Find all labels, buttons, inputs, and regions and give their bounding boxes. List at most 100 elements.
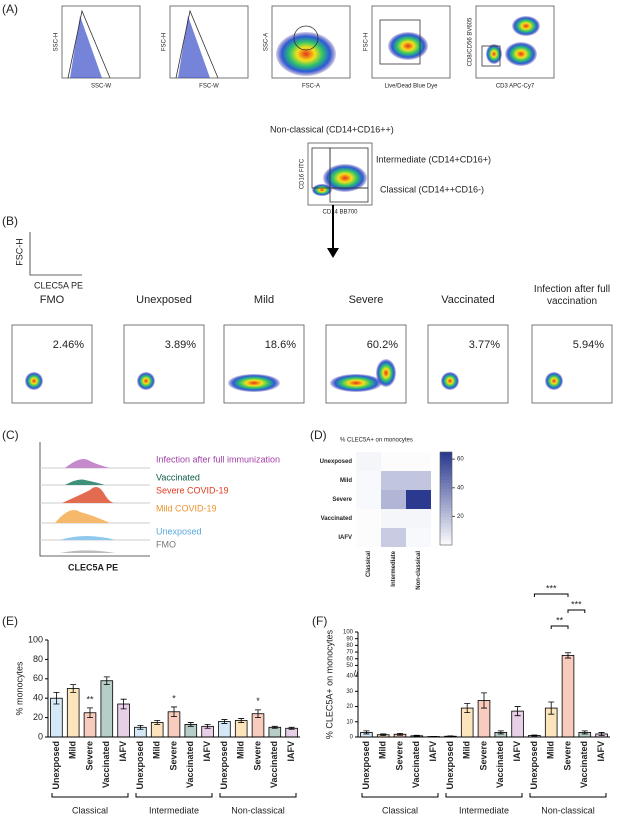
colorbar-step bbox=[440, 514, 452, 518]
colorbar-step bbox=[440, 479, 452, 484]
error-bar bbox=[271, 725, 278, 729]
bar bbox=[234, 720, 248, 738]
y-tick-label: 60 bbox=[33, 673, 43, 683]
group-name: Mild bbox=[254, 294, 274, 306]
legend-entry: Severe COVID-19 bbox=[156, 485, 229, 495]
error-bar bbox=[363, 730, 370, 735]
y-axis-label: % monocytes bbox=[14, 661, 24, 716]
group-name: Unexposed bbox=[136, 294, 192, 306]
x-tick-label: Mild bbox=[152, 741, 162, 759]
y-tick-label: 90 bbox=[346, 636, 353, 642]
error-bar bbox=[53, 691, 60, 705]
axis-label: SSC-W bbox=[91, 84, 111, 90]
percent: 3.89% bbox=[165, 339, 196, 351]
error-bar bbox=[70, 684, 77, 693]
colorbar-step bbox=[440, 495, 452, 499]
group-bracket bbox=[529, 793, 607, 798]
heat-cell bbox=[356, 490, 381, 509]
error-bar bbox=[581, 730, 588, 735]
bar bbox=[561, 654, 575, 738]
group-bracket bbox=[445, 793, 523, 798]
group-name: Severe bbox=[349, 294, 384, 306]
error-bar bbox=[238, 718, 245, 723]
row-label: Unexposed bbox=[320, 459, 353, 465]
error-bar bbox=[120, 698, 127, 710]
error-bar bbox=[397, 732, 403, 736]
axis-label: SSC-H bbox=[54, 33, 60, 52]
y-tick-label: 10 bbox=[346, 719, 353, 725]
x-tick-label: Mild bbox=[236, 741, 246, 759]
error-bar bbox=[497, 730, 504, 735]
gate bbox=[329, 187, 369, 203]
bar bbox=[268, 726, 282, 738]
group-name: Infection after full vaccination bbox=[533, 284, 611, 307]
x-tick-label: Vaccinated bbox=[579, 741, 589, 788]
x-tick-label: IAFV bbox=[286, 741, 296, 762]
row-label: Vaccinated bbox=[321, 516, 353, 522]
comparison-bracket bbox=[533, 593, 569, 597]
density bbox=[312, 184, 332, 196]
colorbar-label: 40 bbox=[457, 485, 464, 491]
x-tick-label: Unexposed bbox=[219, 741, 229, 790]
y-tick-label: 40 bbox=[33, 693, 43, 703]
x-tick-label: Mild bbox=[462, 741, 472, 759]
panel-label: (F) bbox=[312, 614, 327, 628]
y-tick-label: 50 bbox=[346, 663, 353, 669]
density bbox=[388, 32, 428, 60]
x-tick-label: Severe bbox=[168, 741, 178, 771]
legend-entry: Vaccinated bbox=[156, 472, 200, 482]
y-tick-label: 0 bbox=[38, 731, 43, 741]
error-bar bbox=[447, 735, 454, 737]
ridge bbox=[65, 479, 105, 485]
x-tick-label: Severe bbox=[562, 741, 572, 771]
x-tick-label: Vaccinated bbox=[411, 741, 421, 788]
colorbar-step bbox=[440, 489, 452, 493]
heat-cell bbox=[381, 471, 406, 490]
y-tick-label: 30 bbox=[346, 689, 353, 695]
group-label: Non-classical bbox=[541, 805, 595, 815]
heat-cell bbox=[356, 471, 381, 490]
error-bar bbox=[565, 652, 571, 659]
colorbar-step bbox=[440, 517, 452, 521]
error-bar bbox=[380, 733, 387, 736]
ridge bbox=[60, 550, 115, 553]
ridge bbox=[60, 536, 115, 540]
error-bar bbox=[288, 726, 295, 730]
colorbar-step bbox=[440, 541, 452, 546]
heat-cell bbox=[406, 509, 431, 528]
comparison-bracket bbox=[567, 609, 586, 613]
gate bbox=[175, 9, 219, 79]
colorbar-step bbox=[440, 507, 452, 512]
percent: 3.77% bbox=[469, 339, 500, 351]
density bbox=[137, 372, 155, 390]
y-axis-label: % CLEC5A+ on monocytes bbox=[324, 629, 334, 739]
group-label: Classical bbox=[382, 805, 418, 815]
row-label: Severe bbox=[332, 497, 352, 503]
y-tick-label: 20 bbox=[33, 712, 43, 722]
y-tick-label: 80 bbox=[346, 643, 353, 649]
axis-label: FSC-W bbox=[199, 84, 219, 90]
col-label: Intermediate bbox=[391, 550, 397, 586]
density bbox=[330, 374, 382, 392]
gate bbox=[67, 9, 111, 79]
axis-label: CD3 APC-Cy7 bbox=[496, 84, 535, 90]
colorbar-frame bbox=[439, 451, 453, 546]
y-tick-label: 70 bbox=[346, 650, 353, 656]
colorbar-step bbox=[440, 473, 452, 478]
percent: 5.94% bbox=[573, 339, 604, 351]
significance: *** bbox=[546, 583, 557, 593]
gate-label: Intermediate (CD14+CD16+) bbox=[376, 154, 491, 164]
flow-plot bbox=[123, 324, 205, 404]
bar bbox=[100, 680, 114, 738]
group-label: Non-classical bbox=[231, 805, 285, 815]
colorbar-step bbox=[440, 455, 452, 459]
density bbox=[376, 359, 396, 387]
y-tick-label: 100 bbox=[28, 634, 43, 644]
x-tick-label: Vaccinated bbox=[269, 741, 279, 788]
percent: 60.2% bbox=[367, 339, 398, 351]
panel-label: (B) bbox=[2, 214, 18, 228]
y-tick-label: 20 bbox=[346, 704, 353, 710]
group-name-box: Infection after full vaccination bbox=[533, 284, 611, 307]
group-label: Intermediate bbox=[149, 805, 199, 815]
heat-cell bbox=[381, 452, 406, 471]
